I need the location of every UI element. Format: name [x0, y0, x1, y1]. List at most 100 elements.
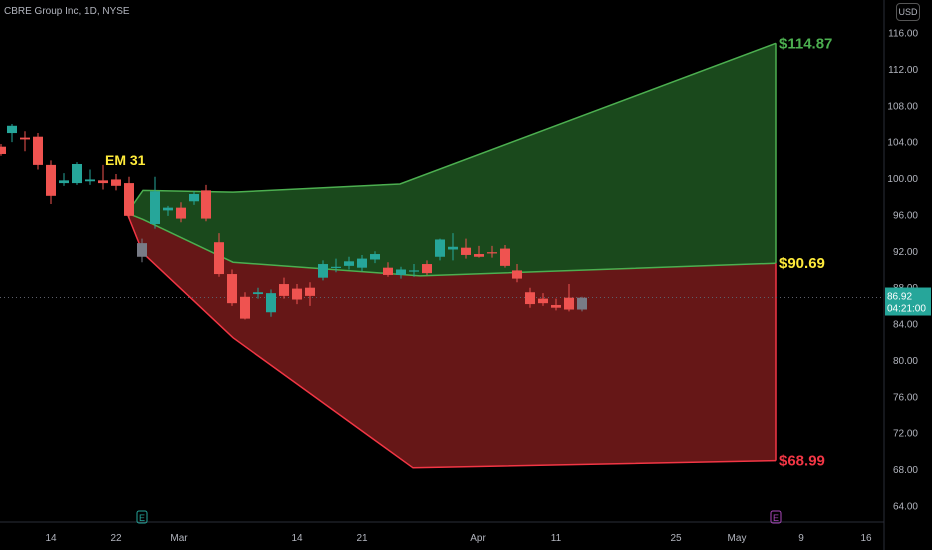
- candle: [279, 277, 289, 299]
- candle: [577, 296, 587, 312]
- time-tick-label: May: [728, 533, 747, 544]
- candle-body: [292, 288, 302, 300]
- time-tick-label: Apr: [470, 533, 486, 544]
- candle-body: [227, 274, 237, 304]
- last-price-countdown: 04:21:00: [887, 304, 926, 315]
- candle-body: [487, 252, 497, 254]
- candle-body: [0, 146, 6, 154]
- candle-body: [163, 207, 173, 211]
- candle: [525, 287, 535, 308]
- candle: [538, 293, 548, 306]
- price-tick-label: 112.00: [888, 65, 918, 76]
- price-tick-label: 104.00: [887, 138, 918, 149]
- candle-body: [474, 254, 484, 257]
- candle: [33, 133, 43, 170]
- candle-body: [435, 239, 445, 257]
- candle: [176, 202, 186, 223]
- candle-body: [512, 270, 522, 279]
- candle-body: [214, 242, 224, 275]
- candle-body: [85, 179, 95, 182]
- candle-body: [448, 246, 458, 250]
- lower-target-label: $68.99: [779, 453, 825, 470]
- upper-band-top-line: [126, 42, 777, 214]
- lower-band-area: [127, 213, 776, 468]
- time-tick-label: 16: [860, 533, 872, 544]
- candle-body: [7, 125, 17, 134]
- time-tick-label: 22: [110, 533, 122, 544]
- price-tick-label: 80.00: [893, 356, 918, 367]
- price-tick-label: 68.00: [893, 465, 918, 476]
- time-tick-label: 14: [45, 533, 57, 544]
- time-tick-label: 21: [356, 533, 368, 544]
- candle-body: [409, 270, 419, 272]
- candle-body: [279, 284, 289, 296]
- candle: [137, 238, 147, 263]
- candle: [240, 292, 250, 320]
- candle-body: [253, 292, 263, 295]
- candle-body: [20, 137, 30, 140]
- price-tick-label: 64.00: [893, 502, 918, 513]
- candle-body: [370, 254, 380, 260]
- candle: [292, 284, 302, 305]
- earnings-marker[interactable]: E: [136, 510, 148, 524]
- candle: [487, 245, 497, 258]
- candle-body: [396, 269, 406, 275]
- candle-body: [46, 164, 56, 196]
- candle: [331, 258, 341, 273]
- time-tick-label: 9: [798, 533, 804, 544]
- candle: [72, 162, 82, 185]
- upper-band-bottom-line: [126, 212, 777, 277]
- candle-body: [564, 297, 574, 310]
- candle: [253, 287, 263, 299]
- candle: [396, 266, 406, 279]
- candle-body: [331, 266, 341, 268]
- price-tick-label: 108.00: [887, 101, 918, 112]
- lower-band-bottom-line: [126, 212, 777, 469]
- candle: [370, 251, 380, 264]
- candle: [20, 131, 30, 152]
- candle-body: [137, 243, 147, 257]
- candle-body: [500, 248, 510, 266]
- candle: [435, 238, 445, 261]
- price-tick-label: 96.00: [893, 210, 918, 221]
- em-label: EM 31: [105, 152, 146, 168]
- candle: [305, 282, 315, 306]
- earnings-marker-box: [770, 510, 782, 524]
- currency-button[interactable]: USD: [896, 3, 920, 21]
- time-tick-label: 14: [291, 533, 303, 544]
- candle: [266, 289, 276, 317]
- candle: [461, 238, 471, 259]
- candle-body: [98, 180, 108, 184]
- candle: [383, 262, 393, 277]
- candle-body: [176, 207, 186, 219]
- candle: [201, 184, 211, 222]
- price-tick-label: 72.00: [893, 429, 918, 440]
- candle-body: [525, 292, 535, 305]
- candle-body: [551, 304, 561, 308]
- candle-body: [577, 297, 587, 310]
- candle: [189, 191, 199, 205]
- candle: [409, 264, 419, 277]
- last-price-value: 86.92: [887, 292, 912, 303]
- candle: [474, 245, 484, 258]
- candle-body: [201, 190, 211, 219]
- price-tick-label: 92.00: [893, 247, 918, 258]
- candle-body: [422, 264, 432, 274]
- chart-header-title: CBRE Group Inc, 1D, NYSE: [4, 6, 130, 17]
- earnings-marker-label: E: [139, 513, 145, 523]
- candle-body: [240, 296, 250, 319]
- candle-body: [383, 267, 393, 275]
- candle: [448, 233, 458, 261]
- time-tick-label: Mar: [170, 533, 188, 544]
- candle: [85, 169, 95, 185]
- candle-body: [305, 287, 315, 296]
- earnings-marker[interactable]: E: [770, 510, 782, 524]
- upper-target-label: $114.87: [779, 35, 832, 52]
- candle-body: [357, 258, 367, 268]
- candle-body: [318, 264, 328, 278]
- upper-band-area: [127, 43, 776, 276]
- candle: [59, 173, 69, 186]
- candle: [344, 256, 354, 270]
- candle-body: [111, 179, 121, 186]
